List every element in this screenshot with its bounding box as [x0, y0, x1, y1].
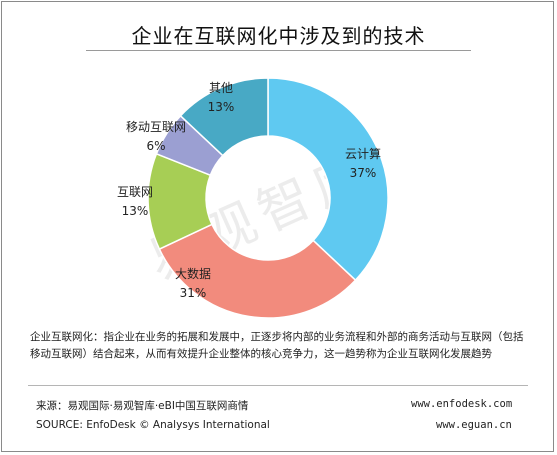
slice-value-4: 13% — [208, 100, 235, 114]
source-en: SOURCE: EnfoDesk © Analysys Internationa… — [36, 419, 270, 431]
note-divider — [28, 385, 528, 386]
slice-value-3: 6% — [146, 139, 165, 153]
url-enfodesk: www.enfodesk.com — [411, 398, 513, 410]
slice-0 — [267, 77, 389, 282]
chart-title: 企业在互联网化中涉及到的技术 — [131, 24, 426, 48]
slice-value-2: 13% — [122, 204, 149, 218]
url-eguan: www.eguan.cn — [436, 419, 512, 431]
slice-1 — [158, 223, 357, 319]
title-divider — [86, 50, 471, 51]
slice-label-2: 互联网 — [117, 185, 153, 199]
source-cn: 来源：易观国际·易观智库·eBI中国互联网商情 — [36, 400, 249, 412]
slice-label-0: 云计算 — [345, 146, 381, 161]
slice-label-3: 移动互联网 — [126, 120, 186, 134]
slice-label-1: 大数据 — [175, 266, 211, 281]
slice-value-1: 31% — [180, 286, 207, 300]
slice-value-0: 37% — [350, 166, 377, 180]
definition-note: 企业互联网化：指企业在业务的拓展和发展中，正逐步将内部的业务流程和外部的商务活动… — [30, 331, 524, 360]
slice-4 — [179, 77, 269, 157]
slice-label-4: 其他 — [209, 81, 233, 95]
